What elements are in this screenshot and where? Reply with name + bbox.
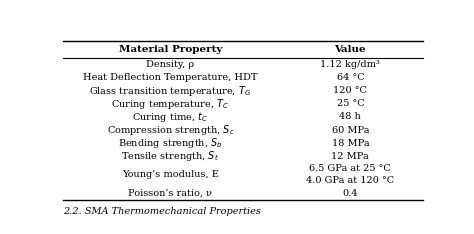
Text: 120 °C: 120 °C xyxy=(333,86,367,95)
Text: 2.2. SMA Thermomechanical Properties: 2.2. SMA Thermomechanical Properties xyxy=(63,207,261,216)
Text: Glass transition temperature, $T_G$: Glass transition temperature, $T_G$ xyxy=(90,84,251,98)
Text: Tensile strength, $S_t$: Tensile strength, $S_t$ xyxy=(121,150,219,164)
Text: Young’s modulus, E: Young’s modulus, E xyxy=(122,170,219,179)
Text: 12 MPa: 12 MPa xyxy=(331,152,369,161)
Text: Curing temperature, $T_C$: Curing temperature, $T_C$ xyxy=(111,97,229,111)
Text: Compression strength, $S_c$: Compression strength, $S_c$ xyxy=(107,123,234,137)
Text: 0.4: 0.4 xyxy=(343,189,358,197)
Text: 64 °C: 64 °C xyxy=(337,73,364,82)
Text: Bending strength, $S_b$: Bending strength, $S_b$ xyxy=(118,136,223,150)
Text: Density, ρ: Density, ρ xyxy=(146,60,194,69)
Text: 1.12 kg/dm³: 1.12 kg/dm³ xyxy=(320,60,380,69)
Text: Material Property: Material Property xyxy=(118,45,222,54)
Text: 6.5 GPa at 25 °C: 6.5 GPa at 25 °C xyxy=(310,165,391,173)
Text: Poisson’s ratio, ν: Poisson’s ratio, ν xyxy=(128,189,212,197)
Text: 48 h: 48 h xyxy=(339,113,361,121)
Text: 4.0 GPa at 120 °C: 4.0 GPa at 120 °C xyxy=(306,176,394,185)
Text: Heat Deflection Temperature, HDT: Heat Deflection Temperature, HDT xyxy=(83,73,258,82)
Text: 18 MPa: 18 MPa xyxy=(331,139,369,148)
Text: Value: Value xyxy=(335,45,366,54)
Text: Curing time, $t_C$: Curing time, $t_C$ xyxy=(132,110,208,124)
Text: 60 MPa: 60 MPa xyxy=(332,126,369,135)
Text: 25 °C: 25 °C xyxy=(337,99,364,108)
